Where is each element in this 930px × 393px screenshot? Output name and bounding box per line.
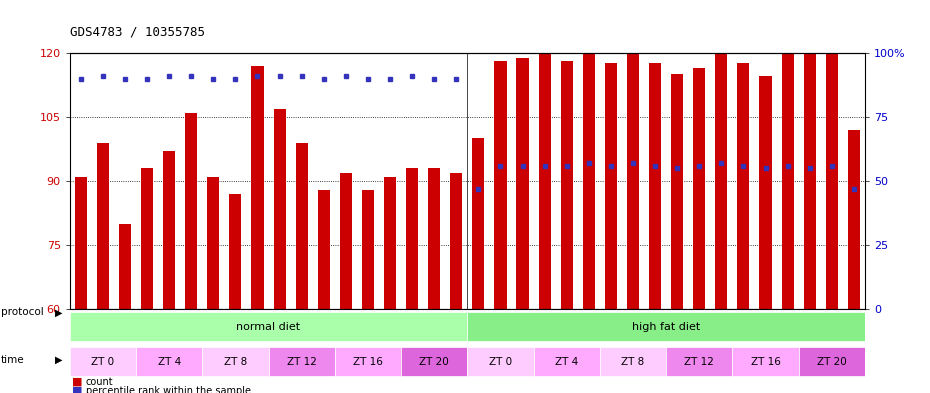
Bar: [97, 143, 109, 309]
Bar: [273, 108, 286, 309]
Text: normal diet: normal diet: [236, 322, 300, 332]
Bar: [472, 138, 485, 309]
Bar: [335, 347, 401, 376]
Bar: [760, 76, 772, 309]
Bar: [70, 347, 136, 376]
Text: ZT 8: ZT 8: [621, 357, 644, 367]
Text: ZT 20: ZT 20: [419, 357, 449, 367]
Text: ■: ■: [72, 377, 82, 387]
Bar: [534, 347, 600, 376]
Bar: [693, 68, 705, 309]
Bar: [781, 40, 793, 309]
Bar: [141, 168, 153, 309]
Bar: [516, 58, 528, 309]
Bar: [318, 190, 330, 309]
Text: GDS4783 / 10355785: GDS4783 / 10355785: [70, 26, 205, 39]
Bar: [163, 151, 175, 309]
Bar: [848, 130, 860, 309]
Bar: [185, 113, 197, 309]
Text: ZT 20: ZT 20: [817, 357, 846, 367]
Bar: [733, 347, 799, 376]
Bar: [538, 12, 551, 309]
Bar: [468, 347, 534, 376]
Text: ZT 16: ZT 16: [353, 357, 383, 367]
Bar: [296, 143, 308, 309]
Bar: [804, 40, 816, 309]
Bar: [468, 312, 865, 342]
Text: high fat diet: high fat diet: [632, 322, 700, 332]
Bar: [604, 63, 617, 309]
Bar: [269, 347, 335, 376]
Bar: [136, 347, 203, 376]
Bar: [826, 40, 838, 309]
Text: percentile rank within the sample: percentile rank within the sample: [86, 386, 250, 393]
Bar: [203, 347, 269, 376]
Bar: [737, 63, 750, 309]
Text: ZT 8: ZT 8: [224, 357, 247, 367]
Bar: [119, 224, 131, 309]
Bar: [600, 347, 666, 376]
Text: ZT 4: ZT 4: [157, 357, 180, 367]
Text: ZT 12: ZT 12: [684, 357, 714, 367]
Text: ▶: ▶: [55, 307, 62, 318]
Bar: [561, 61, 573, 309]
Text: ZT 4: ZT 4: [555, 357, 578, 367]
Text: ZT 0: ZT 0: [91, 357, 114, 367]
Bar: [401, 347, 467, 376]
Text: protocol: protocol: [1, 307, 44, 318]
Bar: [251, 66, 263, 309]
Bar: [715, 35, 727, 309]
Bar: [406, 168, 419, 309]
Bar: [230, 194, 242, 309]
Bar: [362, 190, 374, 309]
Text: ■: ■: [72, 386, 82, 393]
Text: count: count: [86, 377, 113, 387]
Bar: [671, 73, 684, 309]
Bar: [583, 0, 595, 309]
Bar: [339, 173, 352, 309]
Text: ZT 12: ZT 12: [286, 357, 316, 367]
Text: time: time: [1, 354, 24, 365]
Bar: [799, 347, 865, 376]
Bar: [384, 177, 396, 309]
Bar: [495, 61, 507, 309]
Bar: [207, 177, 219, 309]
Bar: [666, 347, 733, 376]
Text: ZT 16: ZT 16: [751, 357, 780, 367]
Text: ZT 0: ZT 0: [489, 357, 512, 367]
Bar: [450, 173, 462, 309]
Bar: [627, 53, 639, 309]
Bar: [74, 177, 86, 309]
Bar: [649, 63, 661, 309]
Text: ▶: ▶: [55, 354, 62, 365]
Bar: [70, 312, 468, 342]
Bar: [428, 168, 440, 309]
